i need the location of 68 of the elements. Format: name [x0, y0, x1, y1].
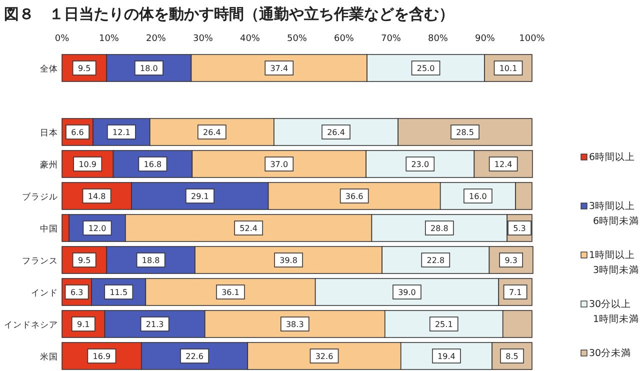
x-tick-label: 80%: [428, 34, 448, 44]
data-label: 26.4: [327, 128, 345, 137]
legend-label: 30分未満: [589, 347, 632, 359]
legend-label: 6時間以上: [589, 151, 636, 163]
data-label: 36.1: [222, 288, 240, 297]
x-tick-label: 30%: [192, 34, 214, 44]
y-tick-label: 日本: [40, 128, 58, 138]
x-tick-label: 10%: [98, 34, 120, 44]
x-tick-label: 70%: [380, 34, 402, 44]
chart-title: 図８ １日当たりの体を動かす時間（通勤や立ち作業などを含む）: [4, 5, 454, 23]
x-tick-label: 60%: [334, 34, 354, 44]
data-label: 9.3: [504, 256, 518, 265]
data-label: 19.4: [438, 352, 456, 361]
data-label: 7.1: [508, 288, 522, 297]
data-label: 9.5: [78, 256, 91, 265]
x-tick-label: 100%: [519, 34, 546, 44]
data-label: 21.3: [146, 320, 164, 329]
data-label: 25.1: [434, 320, 453, 329]
data-label: 14.8: [88, 192, 106, 201]
y-tick-label: 米国: [40, 352, 58, 362]
data-label: 8.5: [506, 352, 518, 361]
y-tick-label: フランス: [22, 256, 58, 266]
y-tick-label: 全体: [40, 64, 58, 74]
data-label: 28.5: [456, 128, 474, 137]
data-label: 12.4: [494, 160, 512, 169]
y-tick-label: 中国: [40, 224, 58, 234]
data-label: 22.6: [186, 352, 204, 361]
legend-label: 30分以上 1時間未満: [589, 298, 640, 325]
data-label: 39.8: [280, 256, 298, 265]
data-label: 12.1: [112, 128, 130, 137]
x-tick-label: 50%: [286, 34, 308, 44]
data-label: 16.0: [469, 192, 487, 201]
data-label: 28.8: [430, 224, 448, 233]
y-tick-label: ブラジル: [22, 192, 58, 202]
legend-label: 1時間以上 3時間未満: [589, 249, 640, 276]
data-label: 38.3: [286, 320, 304, 329]
data-label: 12.0: [88, 224, 106, 233]
data-label: 10.9: [78, 160, 97, 169]
data-label: 16.9: [92, 352, 111, 361]
y-tick-label: インド: [31, 288, 58, 298]
x-tick-label: 90%: [474, 34, 496, 44]
x-tick-label: 40%: [240, 34, 260, 44]
data-label: 5.3: [513, 224, 526, 233]
data-label: 29.1: [191, 192, 209, 201]
data-label: 18.0: [140, 64, 158, 73]
data-label: 52.4: [240, 224, 258, 233]
data-label: 25.0: [416, 64, 435, 73]
data-label: 22.8: [426, 256, 445, 265]
data-label: 18.8: [142, 256, 160, 265]
data-label: 26.4: [203, 128, 221, 137]
x-tick-label: 20%: [146, 34, 166, 44]
data-label: 9.1: [77, 320, 90, 329]
y-tick-label: 豪州: [40, 160, 58, 170]
data-label: 39.0: [398, 288, 416, 297]
data-label: 36.6: [345, 192, 364, 201]
data-label: 37.4: [270, 64, 288, 73]
data-label: 23.0: [411, 160, 430, 169]
data-label: 6.3: [70, 288, 84, 297]
data-label: 11.5: [110, 288, 128, 297]
legend-label: 3時間以上 6時間未満: [589, 200, 640, 227]
x-tick-label: 0%: [54, 34, 70, 44]
y-tick-label: インドネシア: [4, 320, 58, 330]
data-label: 9.5: [78, 64, 91, 73]
data-label: 16.8: [144, 160, 162, 169]
data-label: 37.0: [270, 160, 288, 169]
data-label: 32.6: [315, 352, 334, 361]
data-label: 10.1: [499, 64, 518, 73]
data-label: 6.6: [71, 128, 84, 137]
